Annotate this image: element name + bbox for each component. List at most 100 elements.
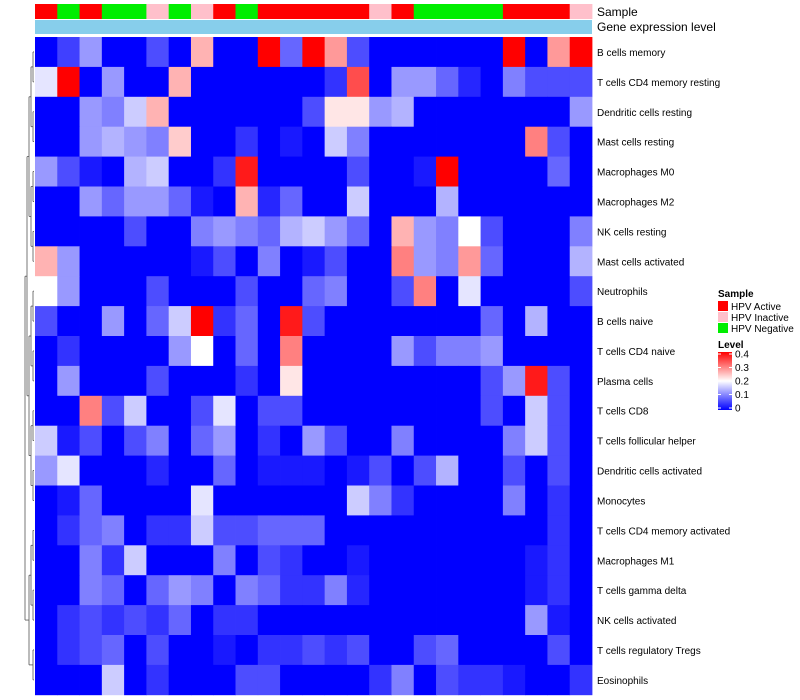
sample-annotation-cell: [146, 4, 170, 19]
heatmap-cell: [569, 306, 593, 337]
row-label: B cells naive: [597, 317, 654, 328]
heatmap-cell: [369, 425, 392, 456]
heatmap-cell: [569, 455, 593, 486]
row-label: Dendritic cells resting: [597, 108, 692, 119]
heatmap-cell: [302, 66, 326, 98]
heatmap-cell: [57, 485, 80, 516]
sample-annotation-cell: [413, 4, 437, 19]
heatmap-cell: [502, 545, 526, 576]
heatmap-cell: [436, 664, 459, 696]
heatmap-cell: [101, 575, 125, 606]
heatmap-cell: [57, 395, 80, 427]
heatmap-cell: [480, 635, 504, 666]
heatmap-cell: [101, 156, 125, 187]
heatmap-cell: [302, 276, 326, 307]
heatmap-cell: [502, 455, 526, 486]
sample-annotation-cell: [280, 4, 303, 19]
heatmap-cell: [413, 246, 437, 277]
heatmap-cell: [436, 96, 459, 128]
heatmap-cell: [502, 276, 526, 307]
heatmap-cell: [502, 575, 526, 606]
heatmap-cell: [525, 306, 548, 337]
heatmap-cell: [369, 96, 392, 128]
heatmap-cell: [346, 664, 370, 696]
heatmap-cell: [124, 126, 147, 157]
heatmap-cell: [369, 455, 392, 486]
heatmap-cell: [168, 605, 192, 636]
heatmap-cell: [436, 515, 459, 546]
heatmap-cell: [35, 605, 58, 636]
heatmap-cell: [190, 365, 214, 397]
heatmap-cell: [346, 395, 370, 427]
heatmap-cell: [124, 485, 147, 516]
sample-annotation-track: [35, 4, 593, 19]
heatmap-cell: [302, 485, 326, 516]
heatmap-cell: [525, 395, 548, 427]
heatmap-cell: [547, 306, 571, 337]
heatmap-cell: [190, 545, 214, 576]
heatmap-cell: [324, 37, 348, 68]
heatmap-cell: [146, 126, 170, 157]
heatmap-cell: [101, 365, 125, 397]
heatmap-cell: [101, 246, 125, 277]
heatmap-cell: [502, 336, 526, 367]
heatmap-cell: [391, 515, 415, 546]
heatmap-cell: [324, 455, 348, 486]
heatmap-cell: [369, 336, 392, 367]
heatmap-cell: [235, 96, 259, 128]
heatmap-cell: [35, 485, 58, 516]
heatmap-cell: [101, 96, 125, 128]
heatmap-cell: [324, 126, 348, 157]
heatmap-cell: [257, 635, 281, 666]
heatmap-cell: [280, 485, 303, 516]
heatmap-cell: [280, 635, 303, 666]
heatmap-cell: [346, 575, 370, 606]
heatmap-cell: [57, 545, 80, 576]
heatmap-cell: [124, 664, 147, 696]
heatmap-cell: [502, 395, 526, 427]
heatmap-cell: [257, 455, 281, 486]
row-dendrogram: [24, 51, 34, 681]
heatmap-cell: [436, 156, 459, 187]
heatmap-cell: [436, 545, 459, 576]
heatmap-cell: [547, 515, 571, 546]
heatmap-cell: [235, 635, 259, 666]
heatmap-cell: [146, 575, 170, 606]
heatmap-cell: [235, 276, 259, 307]
heatmap-cell: [257, 605, 281, 636]
heatmap-cell: [569, 575, 593, 606]
heatmap-cell: [324, 186, 348, 217]
heatmap-cell: [35, 126, 58, 157]
heatmap-cell: [413, 156, 437, 187]
heatmap-cell: [413, 37, 437, 68]
row-label: Eosinophils: [597, 676, 648, 687]
heatmap-cell: [35, 306, 58, 337]
sample-annotation-cell: [369, 4, 392, 19]
row-labels: B cells memory T cells CD4 memory resting…: [597, 48, 730, 687]
heatmap-cell: [190, 515, 214, 546]
heatmap-cell: [458, 425, 481, 456]
heatmap-cell: [302, 336, 326, 367]
heatmap-cell: [369, 664, 392, 696]
heatmap-cell: [146, 336, 170, 367]
heatmap-cell: [324, 515, 348, 546]
heatmap-cell: [547, 425, 571, 456]
row-label: T cells CD8: [597, 407, 649, 418]
heatmap-cell: [502, 96, 526, 128]
heatmap-cell: [57, 575, 80, 606]
heatmap-cell: [569, 485, 593, 516]
sample-annotation-cell: [569, 4, 593, 19]
heatmap-cell: [302, 37, 326, 68]
heatmap-cell: [168, 515, 192, 546]
heatmap-cell: [280, 425, 303, 456]
heatmap-cell: [346, 246, 370, 277]
heatmap-cell: [257, 66, 281, 98]
row-label: Monocytes: [597, 496, 645, 507]
heatmap-cell: [280, 216, 303, 247]
heatmap-cell: [146, 216, 170, 247]
heatmap-cell: [57, 66, 80, 98]
expression-track-label: Gene expression level: [597, 20, 716, 34]
heatmap-cell: [35, 96, 58, 128]
heatmap-cell: [35, 425, 58, 456]
heatmap-cell: [168, 246, 192, 277]
